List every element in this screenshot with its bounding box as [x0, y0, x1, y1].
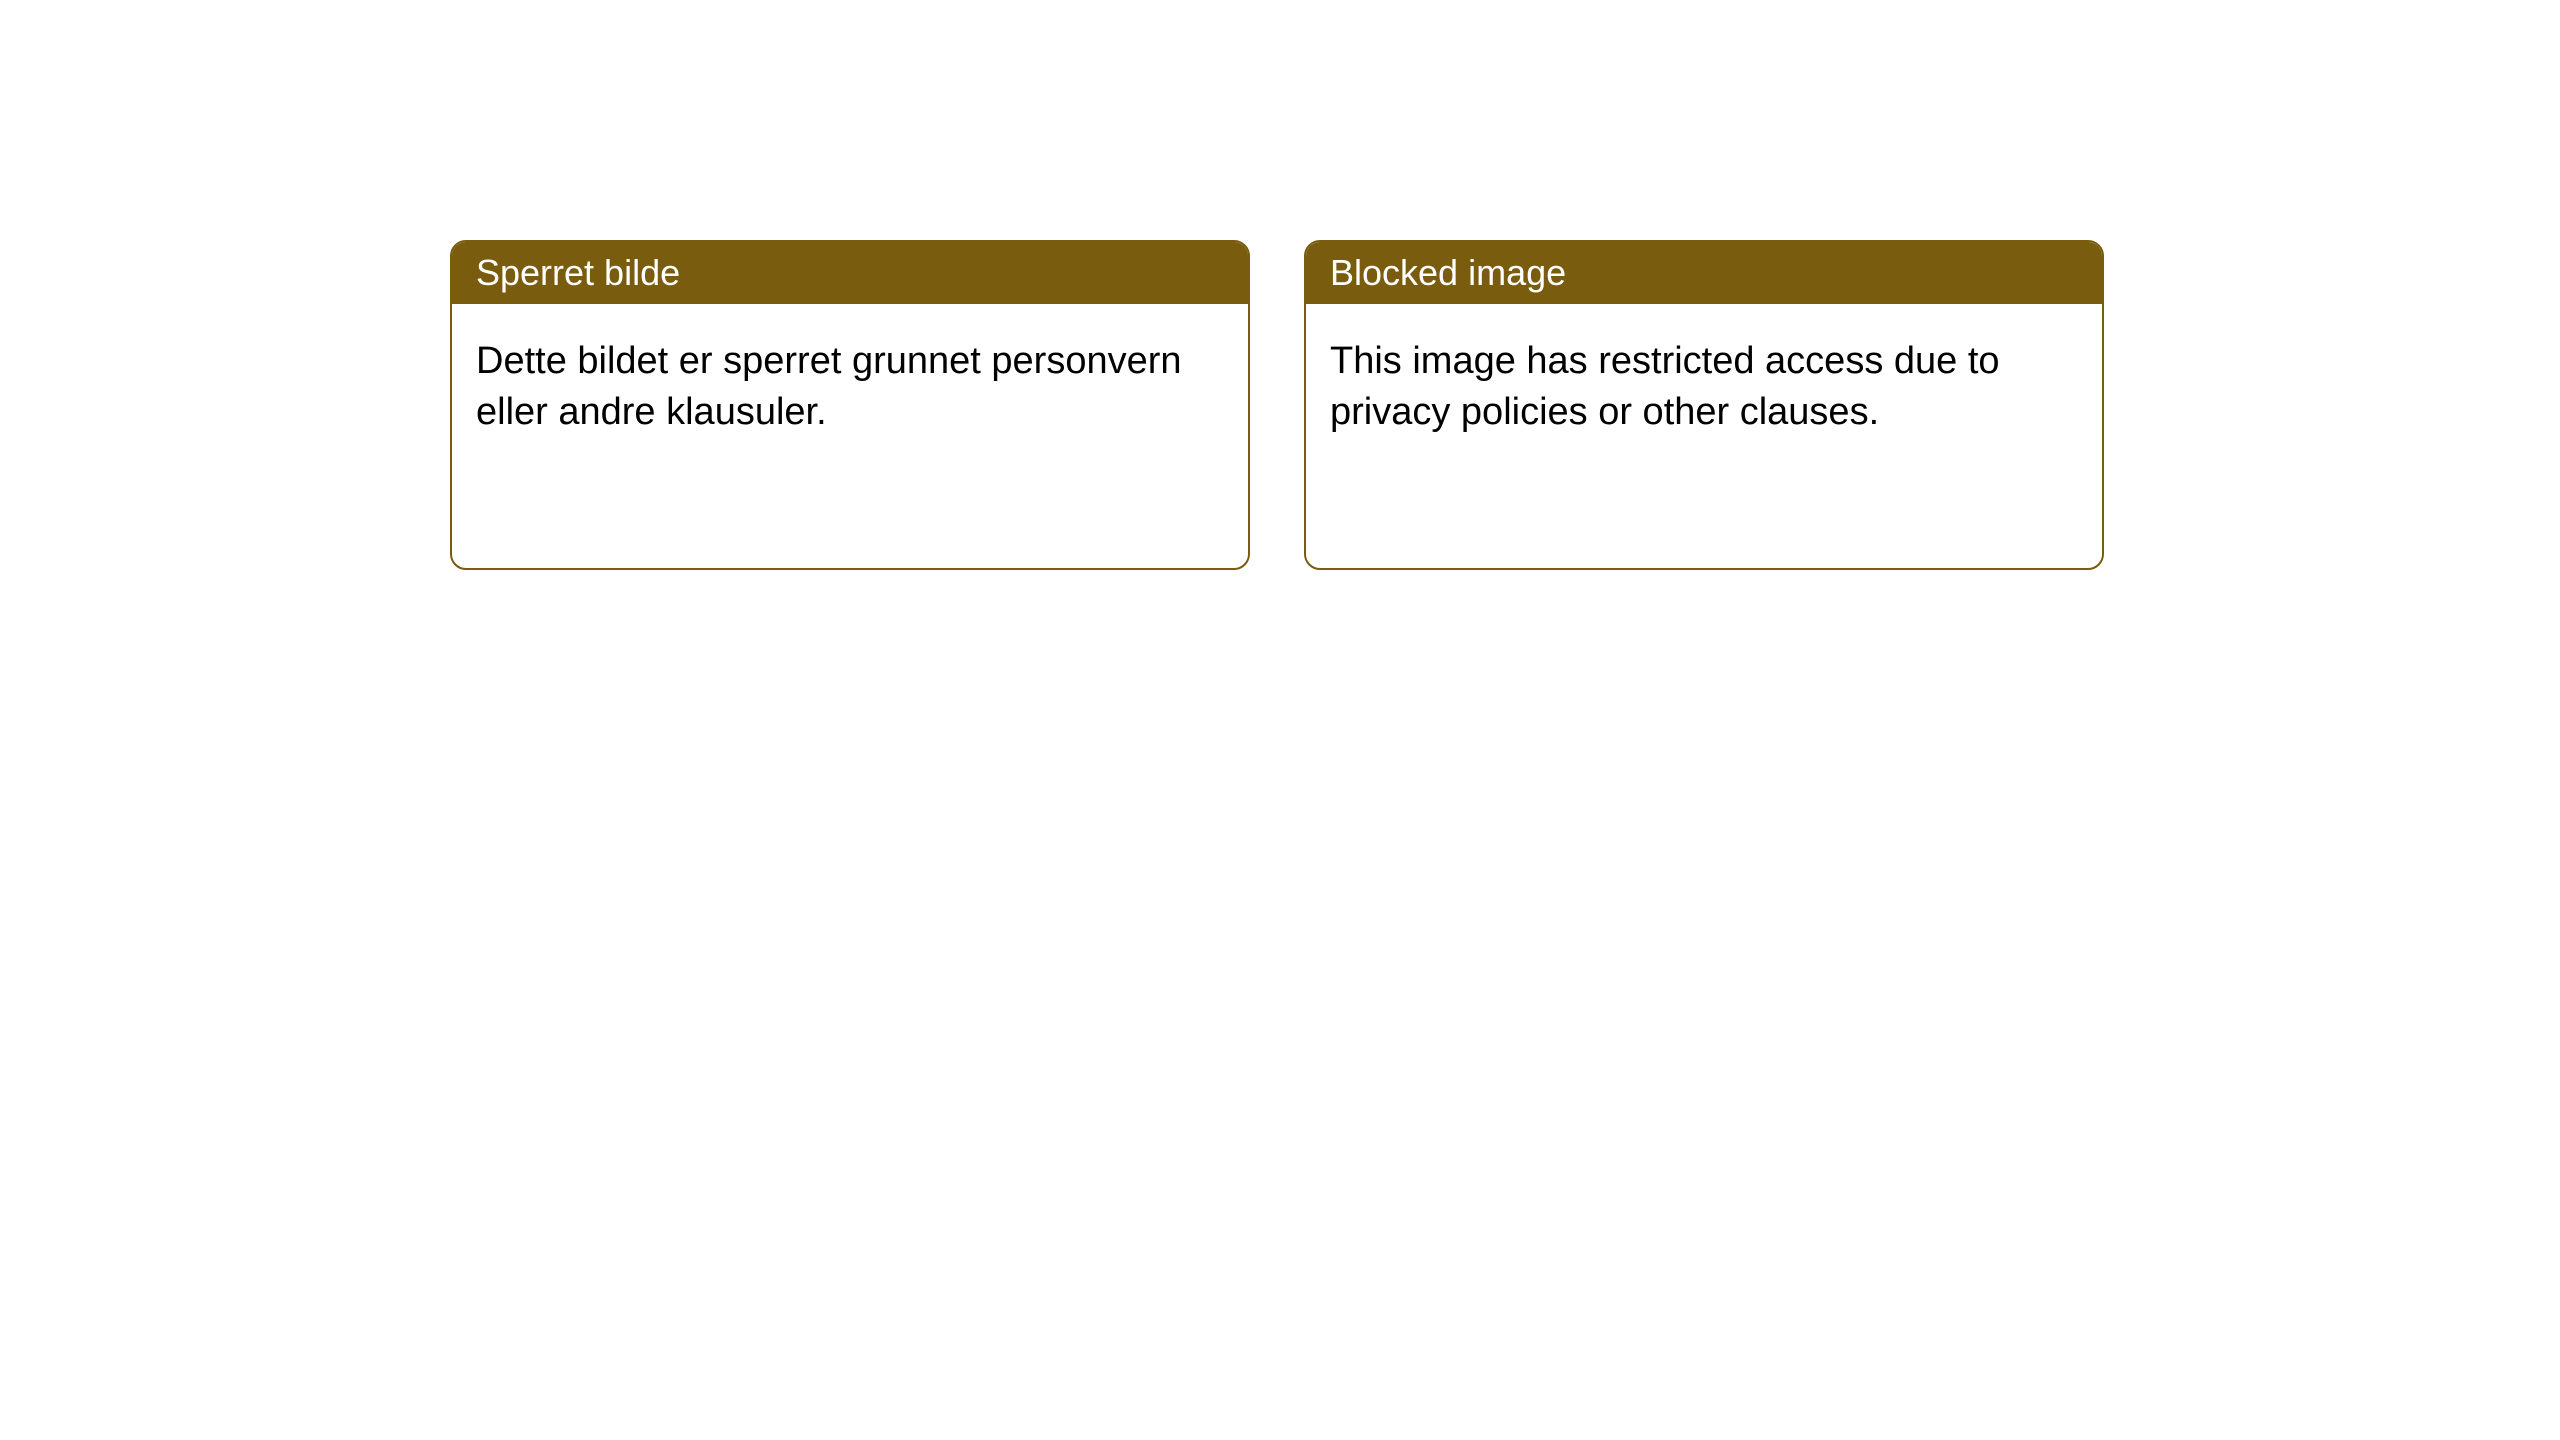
- card-body-no: Dette bildet er sperret grunnet personve…: [452, 304, 1248, 471]
- card-message-no: Dette bildet er sperret grunnet personve…: [476, 340, 1182, 433]
- card-message-en: This image has restricted access due to …: [1330, 340, 2000, 433]
- card-header-no: Sperret bilde: [452, 242, 1248, 304]
- blocked-image-card-no: Sperret bilde Dette bildet er sperret gr…: [450, 240, 1250, 570]
- card-title-en: Blocked image: [1330, 252, 1566, 293]
- card-body-en: This image has restricted access due to …: [1306, 304, 2102, 471]
- card-container: Sperret bilde Dette bildet er sperret gr…: [0, 0, 2560, 570]
- card-header-en: Blocked image: [1306, 242, 2102, 304]
- card-title-no: Sperret bilde: [476, 252, 680, 293]
- blocked-image-card-en: Blocked image This image has restricted …: [1304, 240, 2104, 570]
